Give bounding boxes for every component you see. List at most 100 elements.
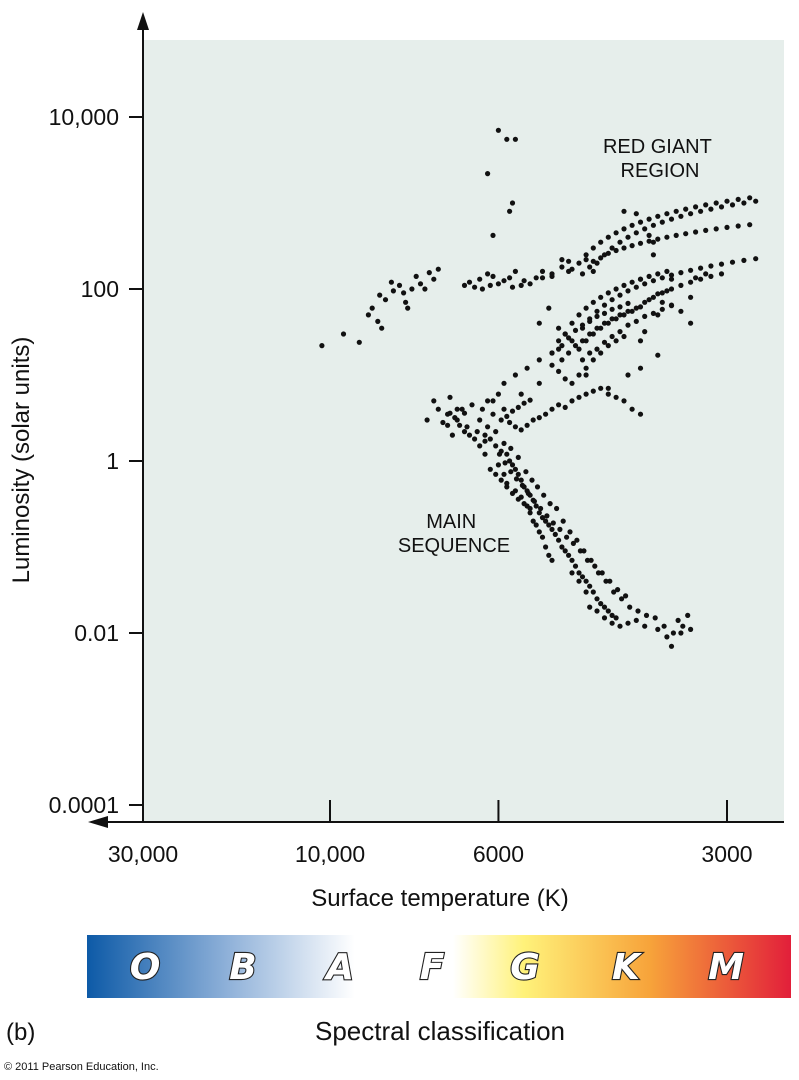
star-point (703, 202, 709, 208)
star-point (543, 518, 549, 524)
star-point (447, 410, 453, 416)
star-point (536, 357, 542, 363)
star-point (607, 578, 613, 584)
star-point (515, 471, 521, 477)
star-point (413, 273, 419, 279)
star-point (678, 213, 684, 219)
star-point (673, 232, 679, 238)
star-point (601, 310, 608, 316)
star-point (625, 372, 631, 378)
star-point (659, 306, 665, 312)
star-point (590, 268, 596, 274)
star-point (431, 276, 437, 282)
star-point (435, 406, 441, 412)
star-point (708, 206, 714, 212)
star-point (576, 260, 582, 266)
star-point (629, 308, 635, 314)
star-point (587, 583, 593, 589)
star-point (487, 436, 493, 442)
star-point (724, 224, 730, 230)
star-point (485, 424, 491, 430)
star-point (466, 432, 473, 438)
star-point (552, 531, 558, 538)
star-point (509, 200, 516, 206)
star-point (583, 365, 589, 371)
star-point (688, 626, 694, 633)
star-point (643, 612, 650, 619)
star-point (678, 308, 684, 314)
star-point (594, 308, 600, 314)
star-point (569, 320, 575, 326)
star-point (513, 476, 520, 482)
star-point (556, 346, 562, 352)
star-point (541, 492, 547, 498)
star-point (678, 630, 684, 636)
star-point (574, 537, 580, 543)
star-point (655, 352, 661, 358)
x-axis-arrow (88, 816, 108, 828)
star-point (605, 608, 611, 614)
star-point (570, 540, 577, 547)
star-point (572, 563, 579, 569)
star-point (422, 286, 428, 292)
star-point (605, 343, 611, 349)
star-point (485, 398, 491, 404)
star-point (536, 415, 542, 421)
star-point (466, 279, 473, 285)
star-point (703, 227, 709, 233)
star-point (642, 281, 648, 287)
star-point (627, 604, 633, 610)
star-point (431, 398, 437, 404)
star-point (661, 623, 667, 629)
star-point (493, 471, 499, 477)
star-point (396, 282, 403, 288)
star-point (598, 350, 604, 356)
star-point (688, 279, 694, 285)
star-point (479, 286, 485, 292)
star-point (477, 276, 483, 282)
star-point (461, 429, 468, 435)
star-point (646, 216, 652, 222)
star-point (504, 480, 510, 486)
star-point (613, 316, 619, 322)
star-point (605, 320, 611, 326)
star-point (515, 404, 521, 410)
star-point (534, 484, 541, 490)
star-point (536, 380, 542, 386)
star-point (501, 278, 507, 284)
star-point (546, 552, 552, 558)
star-point (508, 445, 514, 451)
star-point (668, 216, 675, 222)
star-point (683, 231, 689, 237)
star-point (560, 518, 566, 524)
star-point (583, 391, 589, 397)
star-point (509, 490, 516, 496)
star-point (507, 419, 513, 426)
star-point (508, 469, 514, 475)
star-point (495, 127, 501, 133)
annotation-main-sequence-line1: MAIN (426, 511, 476, 533)
star-point (584, 557, 591, 563)
star-point (617, 304, 623, 310)
star-point (718, 261, 725, 267)
star-point (576, 394, 582, 400)
star-point (417, 281, 424, 287)
star-point (512, 424, 519, 430)
star-point (501, 406, 507, 412)
star-point (664, 288, 670, 294)
star-point (625, 300, 631, 306)
star-point (652, 615, 658, 621)
star-point (521, 501, 527, 507)
star-point (637, 304, 644, 310)
star-point (747, 222, 753, 228)
star-point (659, 219, 665, 225)
star-point (524, 422, 530, 428)
star-point (605, 391, 611, 397)
star-point (583, 252, 589, 258)
star-point (569, 398, 575, 404)
annotation-red-giant-line2: REGION (621, 160, 700, 182)
star-point (539, 534, 546, 540)
star-point (683, 206, 689, 212)
star-point (549, 271, 555, 277)
star-point (598, 325, 604, 331)
